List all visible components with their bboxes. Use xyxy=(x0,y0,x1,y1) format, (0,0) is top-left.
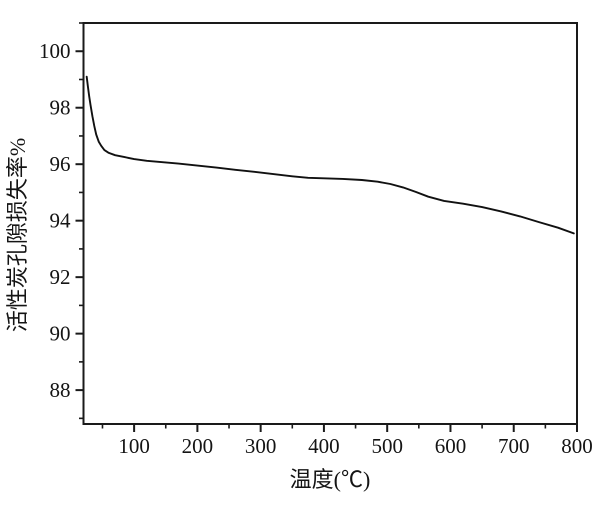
x-tick-label: 500 xyxy=(371,434,403,458)
x-tick-label: 400 xyxy=(308,434,340,458)
y-tick-label: 88 xyxy=(50,378,71,402)
x-axis-title: 温度(℃) xyxy=(290,467,371,492)
x-tick-label: 100 xyxy=(118,434,150,458)
y-axis-title: 活性炭孔隙损失率% xyxy=(5,138,30,332)
data-curve xyxy=(85,75,575,235)
y-tick-label: 92 xyxy=(50,265,71,289)
x-tick-label: 300 xyxy=(245,434,277,458)
y-tick-label: 94 xyxy=(50,209,72,233)
x-tick-label: 700 xyxy=(498,434,530,458)
y-tick-label: 98 xyxy=(50,96,71,120)
y-tick-label: 96 xyxy=(50,152,71,176)
x-tick-label: 800 xyxy=(561,434,593,458)
y-tick-label: 90 xyxy=(50,322,71,346)
plot-area: 100 200 300 400 500 600 700 800 88 90 92 94 96 98 100 xyxy=(39,22,593,458)
x-tick-label: 600 xyxy=(435,434,467,458)
y-tick-label: 100 xyxy=(39,39,71,63)
x-tick-label: 200 xyxy=(182,434,214,458)
axes-frame xyxy=(82,22,578,425)
